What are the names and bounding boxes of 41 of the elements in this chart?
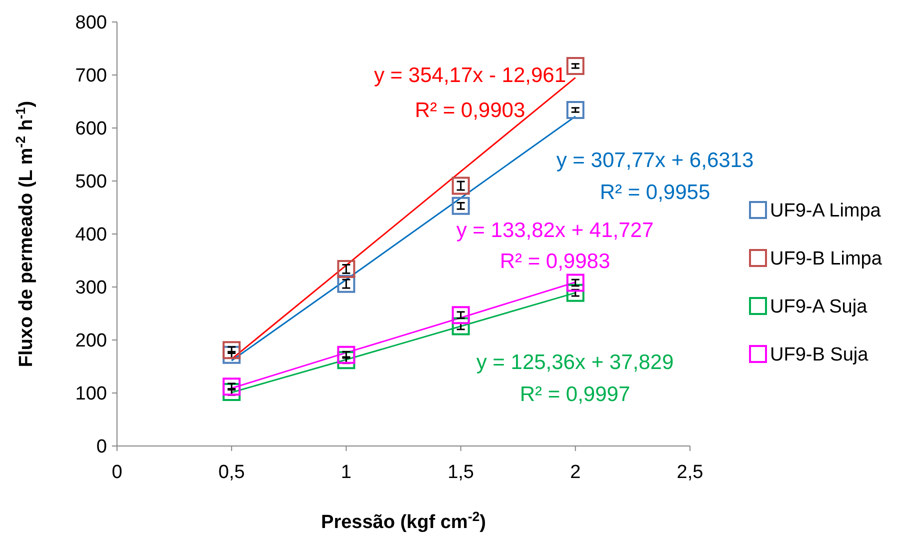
point — [452, 306, 470, 324]
point — [452, 317, 470, 336]
point — [337, 346, 356, 364]
point — [337, 260, 356, 278]
y-tick-label: 0 — [96, 436, 107, 458]
y-tick-label: 300 — [75, 278, 107, 299]
annotation: y = 307,77x + 6,6313 — [556, 149, 754, 172]
point — [566, 274, 584, 292]
annotation: y = 354,17x - 12,961 — [374, 64, 566, 87]
y-tick-label: 800 — [75, 12, 107, 34]
y-tick-label: 200 — [75, 330, 107, 352]
y-tick-label: 100 — [75, 384, 107, 405]
point — [566, 100, 584, 119]
annotation: R² = 0,9983 — [500, 250, 610, 273]
y-tick-label: 600 — [75, 118, 107, 140]
legend-label: UF9-A Limpa — [770, 200, 882, 222]
annotation: y = 133,82x + 41,727 — [456, 219, 654, 242]
point — [566, 284, 584, 302]
annotation: R² = 0,9903 — [414, 99, 526, 122]
x-tick-label: 0 — [112, 462, 122, 483]
y-tick-label: 700 — [75, 66, 107, 87]
y-tick-label: 400 — [75, 224, 107, 246]
point — [222, 378, 241, 396]
x-tick-label: 1,5 — [448, 462, 474, 483]
x-tick-label: 2,5 — [676, 462, 704, 483]
legend-label: UF9-A Suja — [770, 296, 868, 318]
point — [452, 176, 470, 195]
legend-label: UF9-B Limpa — [770, 248, 882, 270]
x-tick-label: 0,5 — [218, 462, 245, 483]
x-tick-label: 1 — [340, 462, 352, 483]
annotation: y = 125,36x + 37,829 — [476, 351, 674, 374]
point — [222, 341, 241, 360]
legend-label: UF9-B Suja — [770, 344, 869, 366]
x-tick-label: 2 — [570, 462, 581, 483]
annotation: R² = 0,9955 — [600, 181, 710, 204]
point — [337, 274, 356, 293]
annotation: R² = 0,9997 — [520, 383, 630, 406]
y-tick-label: 500 — [75, 172, 107, 193]
point — [566, 56, 584, 75]
point — [452, 196, 470, 215]
x-axis-title: Pressão (kgf cm$^{-2}$) — [321, 508, 486, 533]
